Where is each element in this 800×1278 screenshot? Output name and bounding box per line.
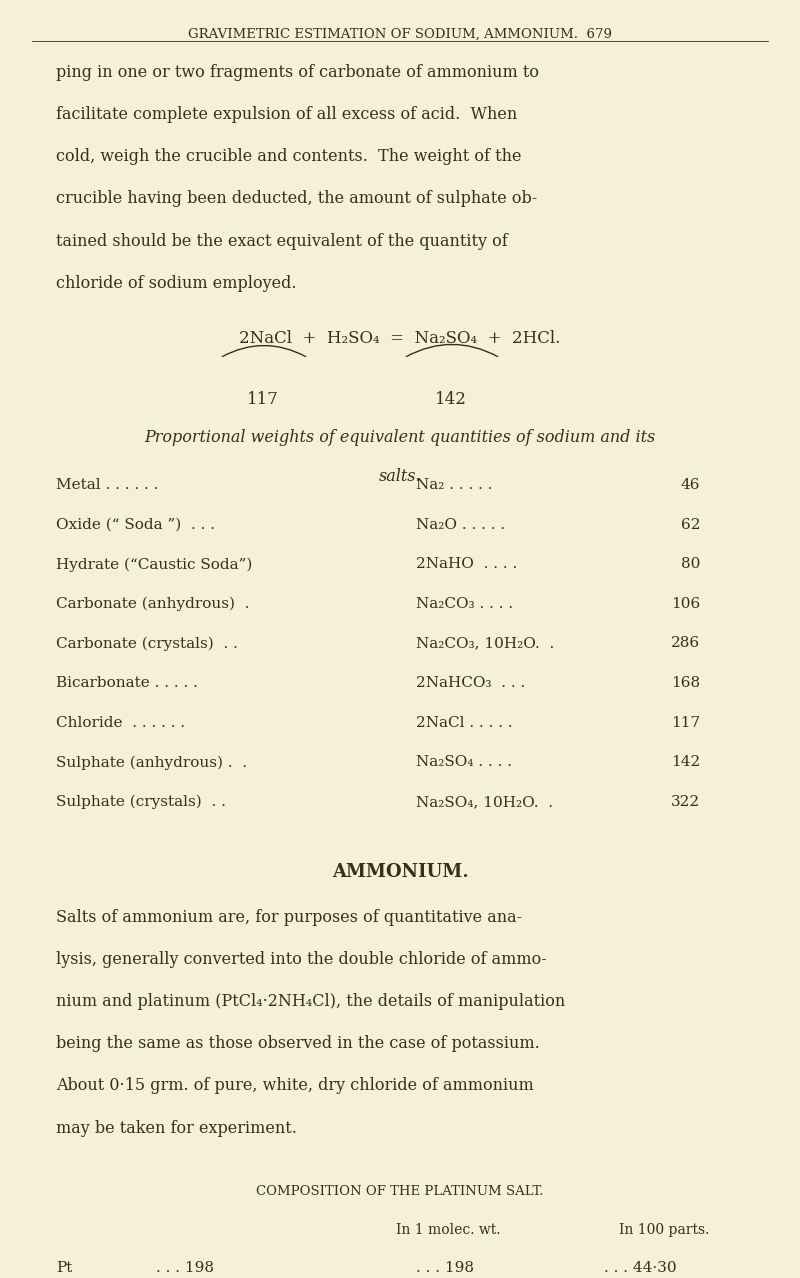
Text: Oxide (“ Soda ”)  . . .: Oxide (“ Soda ”) . . . (56, 518, 215, 532)
Text: 2NaCl  +  H₂SO₄  =  Na₂SO₄  +  2HCl.: 2NaCl + H₂SO₄ = Na₂SO₄ + 2HCl. (239, 330, 561, 346)
Text: may be taken for experiment.: may be taken for experiment. (56, 1120, 297, 1136)
Text: Na₂SO₄, 10H₂O.  .: Na₂SO₄, 10H₂O. . (416, 795, 553, 809)
Text: Chloride  . . . . . .: Chloride . . . . . . (56, 716, 185, 730)
Text: Na₂CO₃, 10H₂O.  .: Na₂CO₃, 10H₂O. . (416, 636, 554, 651)
Text: Carbonate (crystals)  . .: Carbonate (crystals) . . (56, 636, 238, 651)
Text: GRAVIMETRIC ESTIMATION OF SODIUM, AMMONIUM.  679: GRAVIMETRIC ESTIMATION OF SODIUM, AMMONI… (188, 28, 612, 41)
Text: Pt: Pt (56, 1261, 72, 1275)
Text: 142: 142 (670, 755, 700, 769)
Text: . . . 198: . . . 198 (156, 1261, 214, 1275)
Text: Na₂SO₄ . . . .: Na₂SO₄ . . . . (416, 755, 512, 769)
Text: 106: 106 (670, 597, 700, 611)
Text: nium and platinum (PtCl₄·2NH₄Cl), the details of manipulation: nium and platinum (PtCl₄·2NH₄Cl), the de… (56, 993, 566, 1010)
Text: About 0·15 grm. of pure, white, dry chloride of ammonium: About 0·15 grm. of pure, white, dry chlo… (56, 1077, 534, 1094)
Text: Na₂O . . . . .: Na₂O . . . . . (416, 518, 505, 532)
Text: salts.: salts. (378, 468, 422, 484)
Text: Hydrate (“Caustic Soda”): Hydrate (“Caustic Soda”) (56, 557, 252, 571)
Text: In 1 molec. wt.: In 1 molec. wt. (396, 1223, 500, 1237)
Text: 117: 117 (246, 391, 278, 408)
Text: COMPOSITION OF THE PLATINUM SALT.: COMPOSITION OF THE PLATINUM SALT. (256, 1185, 544, 1197)
Text: 117: 117 (671, 716, 700, 730)
Text: 2NaCl . . . . .: 2NaCl . . . . . (416, 716, 513, 730)
Text: lysis, generally converted into the double chloride of ammo-: lysis, generally converted into the doub… (56, 951, 546, 967)
Text: . . . 198: . . . 198 (416, 1261, 474, 1275)
Text: 80: 80 (681, 557, 700, 571)
Text: 2NaHCO₃  . . .: 2NaHCO₃ . . . (416, 676, 526, 690)
Text: Proportional weights of equivalent quantities of sodium and its: Proportional weights of equivalent quant… (144, 429, 656, 446)
Text: 46: 46 (681, 478, 700, 492)
Text: Na₂ . . . . .: Na₂ . . . . . (416, 478, 493, 492)
Text: ping in one or two fragments of carbonate of ammonium to: ping in one or two fragments of carbonat… (56, 64, 539, 81)
Text: AMMONIUM.: AMMONIUM. (332, 863, 468, 881)
Text: Sulphate (crystals)  . .: Sulphate (crystals) . . (56, 795, 226, 809)
Text: facilitate complete expulsion of all excess of acid.  When: facilitate complete expulsion of all exc… (56, 106, 518, 123)
Text: Metal . . . . . .: Metal . . . . . . (56, 478, 158, 492)
Text: In 100 parts.: In 100 parts. (619, 1223, 709, 1237)
Text: cold, weigh the crucible and contents.  The weight of the: cold, weigh the crucible and contents. T… (56, 148, 522, 165)
Text: chloride of sodium employed.: chloride of sodium employed. (56, 275, 297, 291)
Text: crucible having been deducted, the amount of sulphate ob-: crucible having been deducted, the amoun… (56, 190, 538, 207)
Text: Na₂CO₃ . . . .: Na₂CO₃ . . . . (416, 597, 513, 611)
Text: 286: 286 (671, 636, 700, 651)
Text: Salts of ammonium are, for purposes of quantitative ana-: Salts of ammonium are, for purposes of q… (56, 909, 522, 925)
Text: 142: 142 (434, 391, 466, 408)
Text: Bicarbonate . . . . .: Bicarbonate . . . . . (56, 676, 198, 690)
Text: 322: 322 (671, 795, 700, 809)
Text: Carbonate (anhydrous)  .: Carbonate (anhydrous) . (56, 597, 250, 611)
Text: tained should be the exact equivalent of the quantity of: tained should be the exact equivalent of… (56, 233, 508, 249)
Text: being the same as those observed in the case of potassium.: being the same as those observed in the … (56, 1035, 540, 1052)
Text: . . . 44·30: . . . 44·30 (604, 1261, 677, 1275)
Text: 168: 168 (671, 676, 700, 690)
Text: Sulphate (anhydrous) .  .: Sulphate (anhydrous) . . (56, 755, 247, 769)
Text: 62: 62 (681, 518, 700, 532)
Text: 2NaHO  . . . .: 2NaHO . . . . (416, 557, 518, 571)
